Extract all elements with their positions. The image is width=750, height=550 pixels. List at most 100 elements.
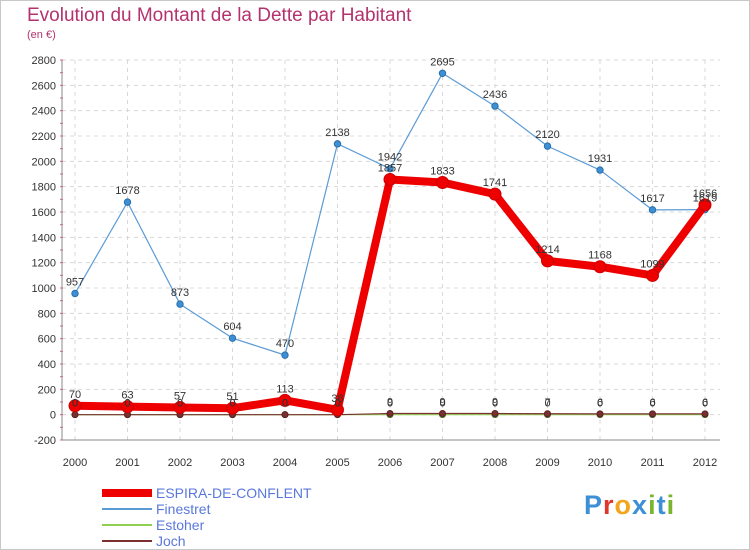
data-point-finestret bbox=[333, 140, 342, 148]
x-tick-label: 2002 bbox=[168, 457, 192, 469]
x-tick-label: 2004 bbox=[273, 457, 297, 469]
data-point-espira-de-conflent bbox=[173, 400, 187, 414]
data-point-espira-de-conflent bbox=[331, 403, 344, 417]
x-tick-label: 2005 bbox=[325, 457, 349, 469]
data-label-estoher: 0 bbox=[124, 398, 130, 410]
data-label-joch: 9 bbox=[439, 397, 445, 409]
data-label-finestret: 957 bbox=[66, 276, 84, 288]
proxiti-logo: Proxiti bbox=[584, 490, 675, 521]
data-label-finestret: 2120 bbox=[535, 129, 559, 141]
data-point-joch bbox=[439, 410, 446, 418]
data-point-espira-de-conflent bbox=[68, 399, 82, 413]
data-label-finestret: 1942 bbox=[378, 152, 402, 164]
data-label-espira-de-conflent: 1741 bbox=[483, 177, 507, 189]
data-point-joch bbox=[386, 410, 394, 418]
data-label-estoher: 0 bbox=[439, 398, 445, 410]
data-point-finestret bbox=[123, 198, 132, 206]
y-tick-label: 0 bbox=[50, 410, 56, 422]
data-point-finestret bbox=[596, 166, 604, 174]
data-label-estoher: 0 bbox=[177, 398, 183, 410]
logo-letter: o bbox=[614, 490, 633, 520]
y-tick-label: 1400 bbox=[32, 232, 56, 244]
data-label-finestret: 1619 bbox=[693, 193, 717, 205]
data-point-finestret bbox=[71, 289, 79, 298]
data-label-joch: 0 bbox=[334, 398, 340, 410]
data-label-estoher: 0 bbox=[334, 398, 340, 410]
y-tick-label: 2600 bbox=[32, 80, 56, 92]
data-label-espira-de-conflent: 1656 bbox=[693, 188, 717, 200]
data-point-joch bbox=[544, 410, 551, 418]
data-label-espira-de-conflent: 1168 bbox=[588, 250, 612, 262]
data-label-finestret: 2138 bbox=[325, 127, 349, 139]
y-tick-label: 800 bbox=[38, 308, 56, 320]
data-point-joch bbox=[596, 410, 604, 418]
data-label-finestret: 2436 bbox=[483, 89, 507, 101]
data-point-finestret bbox=[543, 142, 552, 150]
data-label-joch: 6 bbox=[649, 397, 655, 409]
legend-label: ESPIRA-DE-CONFLENT bbox=[156, 485, 312, 501]
logo-letter: P bbox=[584, 490, 604, 520]
y-tick-label: 2000 bbox=[32, 156, 56, 168]
data-point-espira-de-conflent bbox=[541, 254, 554, 268]
x-tick-label: 2007 bbox=[430, 457, 454, 469]
x-tick-label: 2000 bbox=[63, 457, 87, 469]
data-label-finestret: 470 bbox=[276, 338, 294, 350]
data-label-estoher: 0 bbox=[597, 398, 603, 410]
data-label-finestret: 1931 bbox=[588, 153, 612, 165]
x-tick-label: 2010 bbox=[588, 457, 612, 469]
data-label-finestret: 1678 bbox=[115, 185, 139, 197]
logo-letter: i bbox=[666, 490, 676, 520]
legend-swatch bbox=[102, 508, 152, 510]
data-point-espira-de-conflent bbox=[698, 198, 712, 212]
data-label-joch: 9 bbox=[492, 397, 498, 409]
x-tick-label: 2003 bbox=[220, 457, 244, 469]
data-point-espira-de-conflent bbox=[593, 260, 607, 274]
data-label-finestret: 873 bbox=[171, 287, 189, 299]
data-label-finestret: 604 bbox=[223, 321, 241, 333]
data-point-finestret bbox=[386, 164, 394, 173]
legend-label: Estoher bbox=[156, 517, 205, 533]
legend-label: Joch bbox=[156, 533, 186, 549]
chart-unit-label: (en €) bbox=[27, 29, 56, 41]
data-label-espira-de-conflent: 38 bbox=[331, 393, 343, 405]
data-point-joch bbox=[281, 411, 289, 419]
data-label-finestret: 2695 bbox=[430, 56, 454, 68]
data-label-espira-de-conflent: 1857 bbox=[378, 162, 402, 174]
data-label-estoher: 0 bbox=[649, 398, 655, 410]
x-tick-label: 2006 bbox=[378, 457, 402, 469]
legend-item-estoher: Estoher bbox=[102, 517, 312, 533]
data-point-espira-de-conflent bbox=[436, 175, 449, 189]
data-point-espira-de-conflent bbox=[646, 268, 659, 282]
data-label-joch: 0 bbox=[124, 398, 130, 410]
logo-letter: t bbox=[656, 490, 667, 520]
data-label-joch: 0 bbox=[282, 398, 288, 410]
y-tick-label: 1600 bbox=[32, 207, 56, 219]
data-label-espira-de-conflent: 113 bbox=[276, 383, 294, 395]
data-point-joch bbox=[71, 411, 79, 419]
x-tick-label: 2001 bbox=[115, 457, 139, 469]
data-point-espira-de-conflent bbox=[278, 393, 292, 407]
plot-area bbox=[62, 60, 720, 440]
y-tick-label: 1200 bbox=[32, 258, 56, 270]
data-point-finestret bbox=[176, 300, 184, 308]
data-label-estoher: 0 bbox=[492, 398, 498, 410]
data-label-espira-de-conflent: 1833 bbox=[430, 165, 454, 177]
y-tick-label: 1000 bbox=[32, 283, 56, 295]
data-label-espira-de-conflent: 51 bbox=[226, 391, 238, 403]
legend-item-joch: Joch bbox=[102, 533, 312, 549]
data-label-espira-de-conflent: 1099 bbox=[640, 258, 664, 270]
data-label-joch: 6 bbox=[597, 397, 603, 409]
y-tick-label: 2800 bbox=[32, 55, 56, 67]
y-tick-label: 1800 bbox=[32, 182, 56, 194]
data-point-espira-de-conflent bbox=[121, 400, 134, 414]
legend-swatch bbox=[102, 540, 152, 542]
chart-title: Evolution du Montant de la Dette par Hab… bbox=[27, 5, 412, 26]
x-tick-label: 2011 bbox=[641, 457, 665, 469]
y-tick-label: 2400 bbox=[32, 106, 56, 118]
data-label-joch: 6 bbox=[702, 397, 708, 409]
data-point-espira-de-conflent bbox=[488, 187, 502, 201]
legend-item-espira-de-conflent: ESPIRA-DE-CONFLENT bbox=[102, 485, 312, 501]
data-label-espira-de-conflent: 57 bbox=[174, 390, 186, 402]
legend-swatch bbox=[102, 489, 152, 497]
chart-legend: ESPIRA-DE-CONFLENT Finestret Estoher Joch bbox=[102, 485, 312, 549]
